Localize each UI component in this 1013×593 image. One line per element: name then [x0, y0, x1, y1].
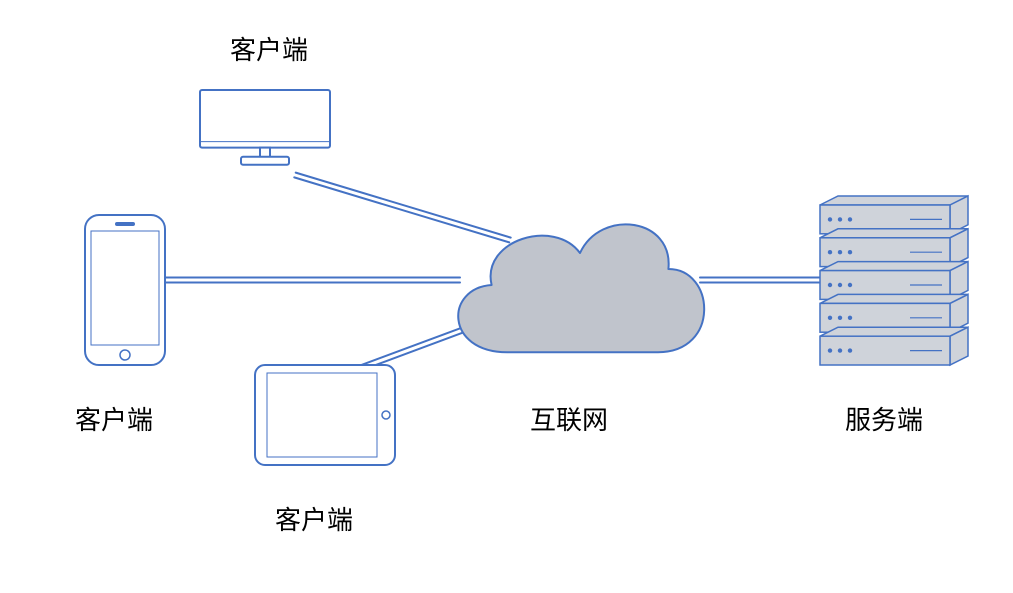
nodes-layer [0, 0, 1013, 593]
server-icon [820, 196, 968, 365]
tablet-icon [255, 365, 395, 465]
cloud-icon [458, 224, 704, 352]
diagram-canvas: 客户端客户端客户端互联网服务端 [0, 0, 1013, 593]
node-label: 客户端 [230, 30, 308, 67]
node-label: 客户端 [75, 400, 153, 437]
node-label: 互联网 [530, 400, 608, 437]
smartphone-icon [85, 215, 165, 365]
node-label: 服务端 [845, 400, 923, 437]
node-label: 客户端 [275, 500, 353, 537]
monitor-icon [200, 90, 330, 165]
